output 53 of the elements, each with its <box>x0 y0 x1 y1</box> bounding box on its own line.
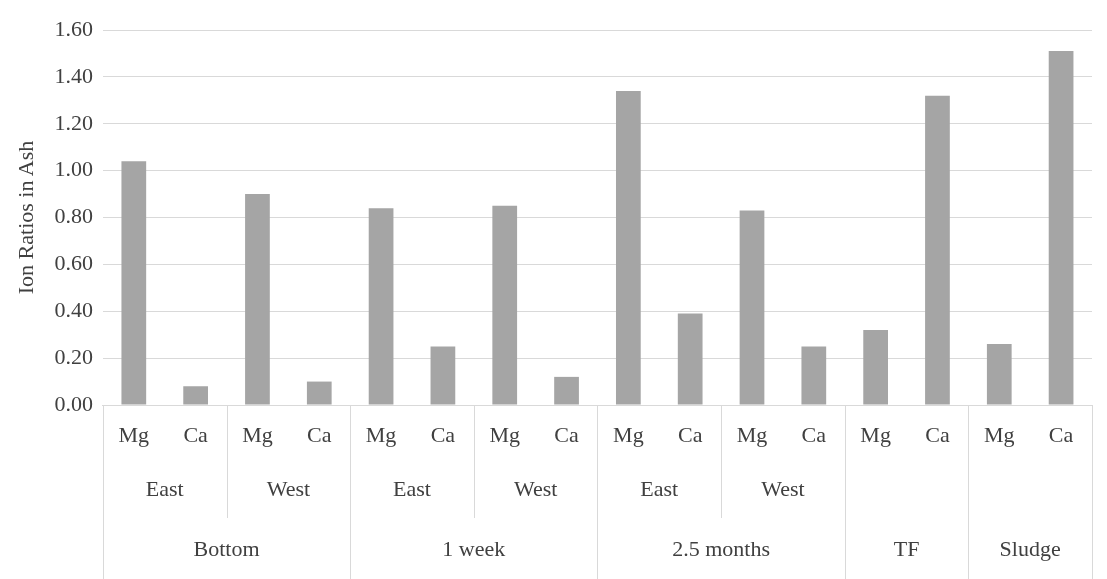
text: East <box>145 476 184 502</box>
bar <box>1048 51 1074 405</box>
bar <box>245 194 270 405</box>
x-tick-label: Ca <box>554 421 579 447</box>
bar <box>368 208 394 405</box>
text: West <box>513 476 558 502</box>
bar <box>677 313 703 405</box>
x-tick-label: Ca <box>677 421 703 447</box>
x-tick-label: Mg <box>860 421 891 447</box>
y-tick-label: 0.40 <box>54 297 93 323</box>
y-tick-label: 0.80 <box>54 203 93 229</box>
y-tick-label: 0.00 <box>54 390 93 416</box>
y-tick-label: 0.20 <box>54 343 93 369</box>
bar <box>554 376 579 405</box>
y-tick-label: 1.60 <box>54 15 93 41</box>
y-tick-label: 1.00 <box>54 156 93 182</box>
x-tick-label: Mg <box>983 421 1015 447</box>
bar <box>925 95 950 405</box>
bar <box>739 210 765 405</box>
x-tick-label: Ca <box>307 421 332 447</box>
x-tick-label: Mg <box>613 421 644 447</box>
bar <box>306 381 332 405</box>
text: Sludge <box>999 536 1061 562</box>
text: 1 week <box>442 536 506 562</box>
x-tick-label: Ca <box>430 421 456 447</box>
bar <box>492 205 518 405</box>
text: East <box>393 476 431 502</box>
y-axis-title: Ion Ratios in Ash <box>12 140 38 295</box>
x-tick-label: Ca <box>183 421 209 447</box>
x-tick-label: Ca <box>801 421 827 447</box>
text: East <box>640 476 679 502</box>
y-tick-label: 1.20 <box>54 109 93 135</box>
x-tick-label: Ca <box>925 421 950 447</box>
x-tick-label: Mg <box>118 421 150 447</box>
text: TF <box>893 536 920 562</box>
bar <box>986 344 1012 405</box>
text: West <box>266 476 311 502</box>
x-tick-label: Mg <box>242 421 273 447</box>
text: West <box>761 476 805 502</box>
text: 2.5 months <box>672 536 770 562</box>
bar <box>616 90 641 405</box>
x-tick-label: Mg <box>489 421 520 447</box>
text: Bottom <box>193 536 260 562</box>
x-tick-label: Mg <box>736 421 768 447</box>
x-tick-label: Mg <box>365 421 397 447</box>
bar <box>183 386 208 405</box>
bar <box>863 330 888 405</box>
y-tick-label: 1.40 <box>54 62 93 88</box>
bar <box>430 346 456 405</box>
x-tick-label: Ca <box>1048 421 1074 447</box>
bar <box>121 161 147 405</box>
bar <box>801 346 827 405</box>
y-tick-label: 0.60 <box>54 250 93 276</box>
